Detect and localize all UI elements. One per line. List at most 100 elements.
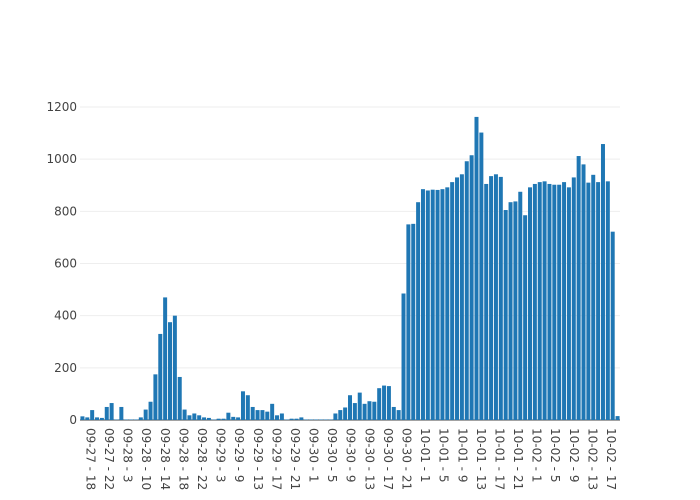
bar[interactable] [202, 417, 207, 420]
bar[interactable] [245, 395, 250, 420]
bar[interactable] [401, 293, 406, 421]
bar[interactable] [114, 419, 119, 420]
bar[interactable] [537, 182, 542, 420]
bar[interactable] [591, 174, 596, 420]
bar[interactable] [163, 297, 168, 420]
bar[interactable] [425, 190, 430, 420]
bar[interactable] [182, 409, 187, 420]
bar[interactable] [498, 176, 503, 420]
bar[interactable] [80, 416, 85, 420]
bar[interactable] [596, 182, 601, 420]
bar[interactable] [523, 215, 528, 420]
bar[interactable] [294, 418, 299, 420]
bar[interactable] [197, 415, 202, 420]
bar[interactable] [382, 385, 387, 420]
bar[interactable] [489, 176, 494, 420]
bar[interactable] [255, 410, 260, 420]
bar[interactable] [95, 417, 100, 420]
bar[interactable] [479, 132, 484, 420]
bar[interactable] [552, 184, 557, 420]
bar[interactable] [605, 181, 610, 420]
bar[interactable] [372, 401, 377, 420]
bar[interactable] [377, 388, 382, 420]
bar[interactable] [109, 403, 114, 420]
bar[interactable] [172, 315, 177, 420]
bar[interactable] [333, 413, 338, 420]
bar[interactable] [391, 406, 396, 420]
bar[interactable] [270, 403, 275, 420]
bar[interactable] [610, 231, 615, 420]
bar[interactable] [528, 187, 532, 420]
bar[interactable] [85, 417, 90, 420]
bar[interactable] [493, 174, 498, 420]
bar[interactable] [343, 407, 348, 420]
bar[interactable] [352, 403, 357, 420]
bar[interactable] [265, 411, 270, 420]
bar[interactable] [323, 419, 328, 420]
bar[interactable] [168, 322, 172, 420]
bar[interactable] [435, 189, 440, 420]
bar[interactable] [133, 419, 138, 420]
bar[interactable] [542, 181, 547, 420]
bar[interactable] [206, 417, 211, 420]
bar[interactable] [138, 417, 143, 420]
bar[interactable] [279, 413, 284, 420]
bar[interactable] [406, 224, 411, 421]
bar[interactable] [338, 410, 343, 420]
bar[interactable] [153, 374, 158, 420]
bar[interactable] [459, 174, 464, 420]
bar[interactable] [304, 419, 309, 420]
bar[interactable] [367, 401, 372, 420]
bar[interactable] [348, 395, 352, 420]
bar[interactable] [386, 386, 391, 420]
bar[interactable] [177, 376, 182, 420]
bar[interactable] [236, 417, 241, 420]
bar[interactable] [313, 419, 318, 420]
bar[interactable] [275, 415, 280, 420]
bar[interactable] [328, 419, 333, 420]
bar[interactable] [318, 419, 323, 420]
bar[interactable] [547, 183, 552, 420]
bar[interactable] [148, 401, 153, 420]
bar[interactable] [260, 410, 265, 420]
bar[interactable] [600, 144, 605, 421]
bar[interactable] [615, 416, 620, 420]
bar[interactable] [464, 161, 469, 420]
bar[interactable] [411, 223, 416, 420]
bar[interactable] [450, 182, 455, 420]
bar[interactable] [192, 413, 197, 420]
bar[interactable] [289, 418, 294, 420]
bar[interactable] [416, 202, 421, 420]
bar[interactable] [562, 182, 567, 420]
bar[interactable] [187, 415, 192, 420]
bar[interactable] [474, 116, 479, 420]
bar[interactable] [240, 391, 245, 420]
bar[interactable] [396, 410, 401, 420]
bar[interactable] [576, 156, 581, 421]
bar[interactable] [445, 187, 450, 420]
bar[interactable] [508, 202, 513, 420]
bar[interactable] [571, 177, 576, 420]
bar[interactable] [455, 177, 460, 420]
bar[interactable] [557, 184, 562, 420]
bar[interactable] [299, 417, 304, 420]
bar[interactable] [90, 410, 95, 420]
bar[interactable] [420, 189, 425, 420]
bar[interactable] [216, 418, 221, 420]
bar[interactable] [129, 419, 134, 420]
bar[interactable] [119, 406, 124, 420]
bar[interactable] [581, 164, 586, 420]
bar[interactable] [586, 182, 591, 420]
bar[interactable] [158, 333, 163, 420]
bar[interactable] [503, 210, 508, 420]
bar[interactable] [221, 418, 226, 420]
bar[interactable] [104, 406, 109, 420]
bar[interactable] [309, 419, 314, 420]
bar[interactable] [362, 403, 367, 420]
bar[interactable] [357, 392, 362, 420]
bar[interactable] [518, 191, 523, 420]
bar[interactable] [250, 406, 255, 420]
bar[interactable] [99, 417, 104, 420]
bar[interactable] [430, 189, 435, 420]
bar[interactable] [124, 419, 129, 420]
